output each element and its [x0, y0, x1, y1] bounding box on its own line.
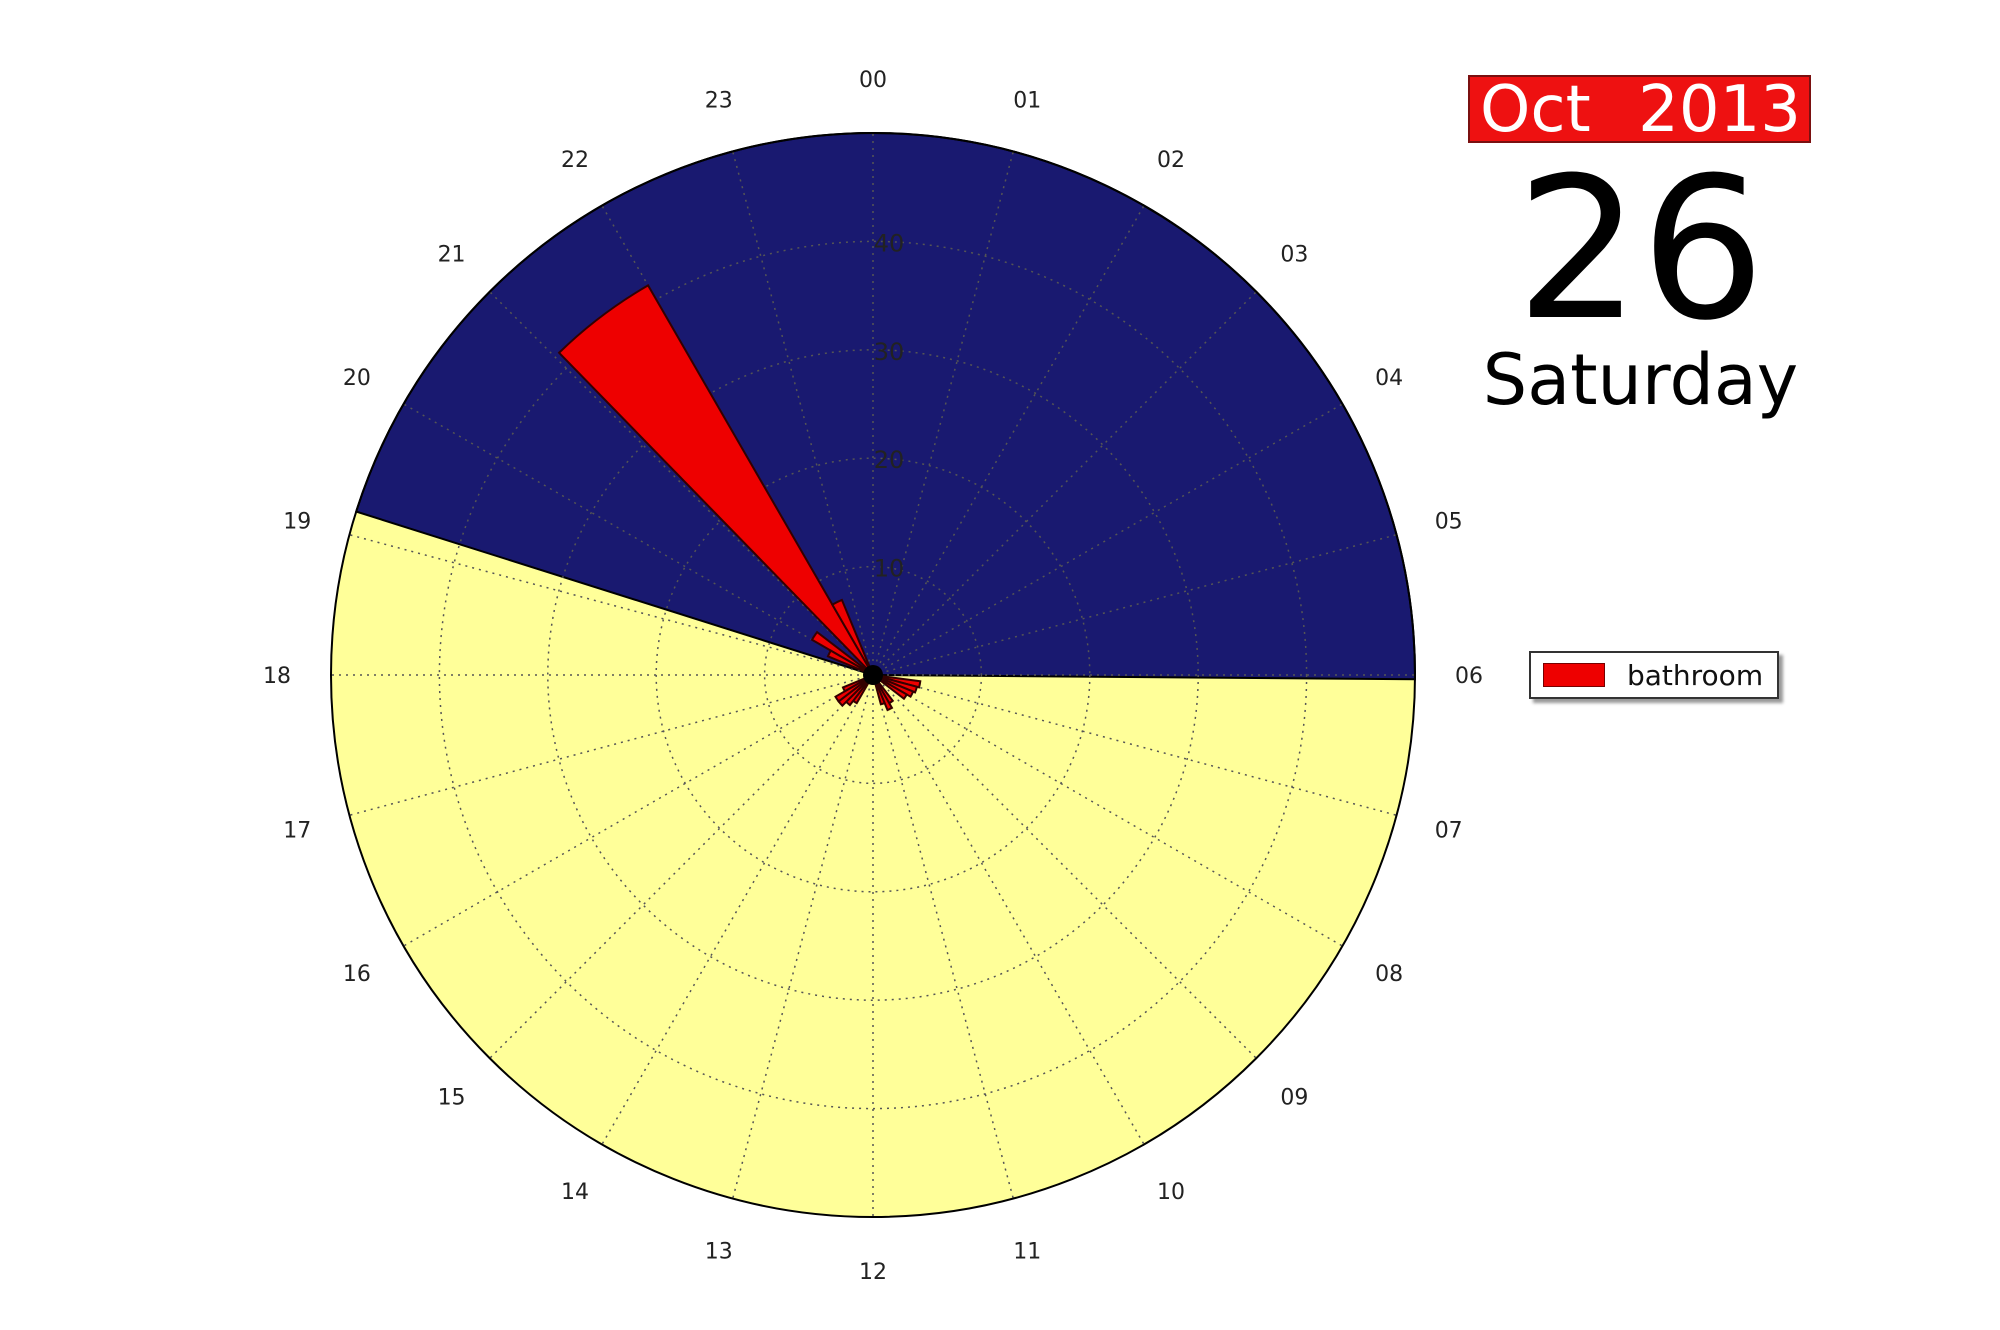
angular-tick-label: 14 [561, 1180, 589, 1205]
angular-tick-label: 11 [1013, 1240, 1041, 1265]
bar-bathroom [830, 598, 874, 676]
angular-tick-label: 16 [343, 962, 371, 987]
angular-tick-label: 08 [1375, 962, 1403, 987]
legend-label-bathroom: bathroom [1627, 658, 1764, 692]
bar-bathroom [826, 649, 874, 676]
month-label: Oct [1480, 73, 1591, 147]
angular-tick-label: 18 [263, 664, 291, 689]
angular-tick-label: 15 [438, 1085, 466, 1110]
radial-gridline [547, 349, 1199, 1001]
radial-gridline [655, 457, 1091, 893]
bar-bathroom [810, 630, 874, 676]
angular-tick-label: 21 [438, 243, 466, 268]
angular-tick-label: 07 [1435, 818, 1463, 843]
legend-swatch-bathroom [1543, 663, 1605, 687]
angular-tick-label: 22 [561, 148, 589, 173]
angular-tick-label: 00 [859, 68, 887, 93]
bar-bathroom [557, 284, 874, 676]
year-label: 2013 [1638, 73, 1801, 147]
radial-tick-label: 10 [874, 555, 905, 583]
radial-gridline [438, 240, 1308, 1110]
radial-tick-label: 20 [874, 446, 905, 474]
angular-tick-label: 13 [705, 1240, 733, 1265]
angular-tick-label: 09 [1280, 1085, 1308, 1110]
day-number: 26 [1515, 136, 1766, 364]
bar-bathroom [834, 674, 874, 703]
angular-tick-label: 20 [343, 366, 371, 391]
angular-tick-label: 06 [1455, 664, 1483, 689]
angular-tick-label: 05 [1435, 510, 1463, 535]
angular-tick-label: 02 [1157, 148, 1185, 173]
radial-tick-label: 30 [874, 338, 905, 366]
angular-tick-label: 01 [1013, 88, 1041, 113]
radial-tick-label: 40 [874, 229, 905, 257]
angular-tick-label: 03 [1280, 243, 1308, 268]
weekday-label: Saturday [1482, 339, 1799, 421]
center-bars-cluster [863, 665, 883, 685]
angular-tick-label: 23 [705, 88, 733, 113]
bar-bathroom [872, 674, 909, 701]
angular-tick-label: 17 [283, 818, 311, 843]
angular-tick-label: 10 [1157, 1180, 1185, 1205]
angular-tick-label: 12 [859, 1260, 887, 1285]
angular-tick-label: 19 [283, 510, 311, 535]
legend: bathroom [1529, 651, 1779, 699]
radial-gridline [763, 565, 983, 785]
outer-circle [330, 132, 1416, 1218]
month-year-badge: Oct 2013 [1468, 75, 1811, 143]
angular-tick-label: 04 [1375, 366, 1403, 391]
